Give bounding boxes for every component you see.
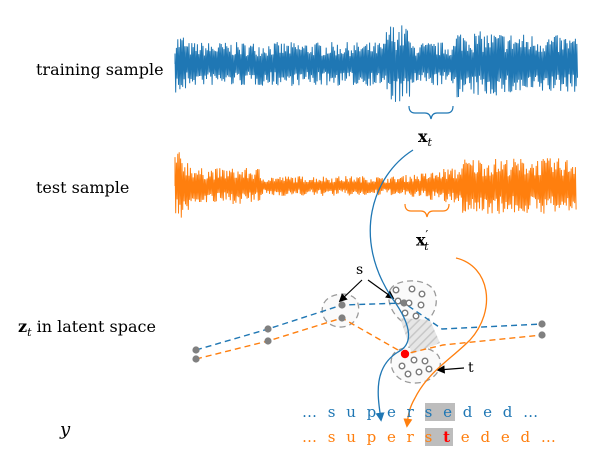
training-sequence: … s u p e r s e d e d … <box>302 403 541 421</box>
y-label: y <box>60 419 70 440</box>
training-sample-label: training sample <box>36 60 164 79</box>
training-seq-highlight: s e <box>424 403 455 421</box>
s-arrow-left <box>338 279 363 303</box>
xt-subscript: t <box>427 136 432 150</box>
s-arrow-right <box>367 279 395 299</box>
xt-symbol: x <box>418 127 428 146</box>
latent-text: in latent space <box>36 317 156 336</box>
test-window-brace <box>404 203 450 218</box>
training-mapping-arrow <box>369 149 414 422</box>
test-latent-trajectory <box>195 317 543 360</box>
test-seq-highlight-a: s <box>424 428 444 446</box>
s-label: s <box>356 262 364 278</box>
cluster-points <box>392 285 433 378</box>
latent-symbol: z <box>18 317 28 336</box>
trajectory-nodes <box>192 299 546 363</box>
y-symbol: y <box>60 419 71 440</box>
latent-space-label: zt in latent space <box>18 317 156 339</box>
training-seq-suffix: d e d … <box>454 403 542 421</box>
hatched-region <box>400 318 440 354</box>
xtp-subscript: t <box>424 239 429 253</box>
test-seq-red-token: t <box>443 428 454 446</box>
test-latent-point <box>400 349 410 359</box>
test-waveform <box>174 152 577 218</box>
training-latent-trajectory <box>195 302 543 351</box>
xt-prime-label: x′t <box>416 228 429 253</box>
test-seq-prefix: … s u p e r <box>302 428 425 446</box>
cluster-left <box>321 293 360 328</box>
xtp-prime: ′ <box>425 228 429 242</box>
training-window-brace <box>408 105 454 120</box>
latent-subscript: t <box>27 326 32 340</box>
test-seq-highlight: s t <box>424 428 454 446</box>
training-waveform <box>174 25 578 102</box>
training-seq-prefix: … s u p e r <box>302 403 425 421</box>
test-sample-label: test sample <box>36 178 130 197</box>
test-seq-suffix: e d e d … <box>453 428 559 446</box>
t-label: t <box>468 360 474 376</box>
t-arrow <box>436 365 465 374</box>
test-sequence: … s u p e r s t e d e d … <box>302 428 559 446</box>
xt-label: xt <box>418 127 432 149</box>
test-mapping-arrow <box>403 257 488 428</box>
xtp-symbol: x <box>416 230 426 250</box>
